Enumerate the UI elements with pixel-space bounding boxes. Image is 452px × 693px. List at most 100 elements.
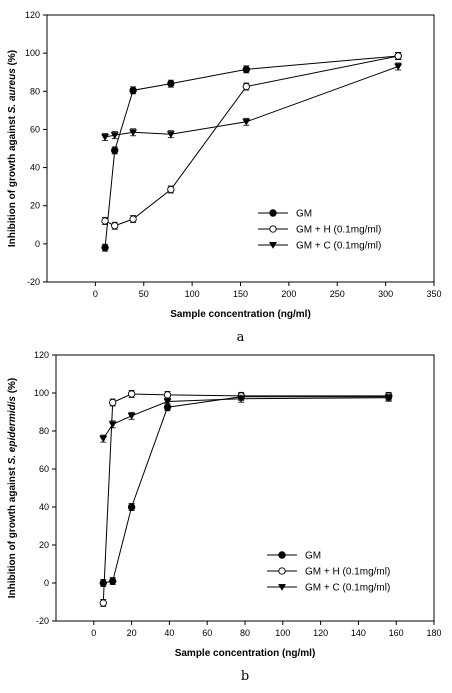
y-axis-title: Inhibition of growth against S. aureus (…: [7, 50, 18, 247]
series-line: [104, 66, 399, 138]
series-line: [104, 55, 399, 227]
series-2: [101, 52, 402, 230]
y-axis-title-part: (%): [7, 378, 18, 396]
data-point: [163, 391, 172, 399]
data-point: [111, 146, 119, 155]
data-point: [127, 503, 136, 511]
legend-label: GM: [305, 551, 321, 562]
data-point: [167, 79, 175, 88]
data-point: [237, 395, 246, 403]
legend-label: GM + H (0.1mg/ml): [296, 225, 381, 236]
legend: GM GM + H (0.1mg/ml) GM + C (0.1mg/ml): [267, 551, 390, 594]
data-point: [129, 86, 137, 95]
x-axis-title: Sample concentration (ng/ml): [175, 648, 316, 659]
data-point: [101, 243, 109, 252]
legend-marker: [277, 584, 287, 591]
x-tick-label: 150: [233, 289, 248, 299]
x-tick-label: 0: [91, 628, 96, 638]
x-tick-label: 100: [185, 289, 200, 299]
x-tick-label: 250: [330, 289, 345, 299]
data-point: [394, 52, 402, 60]
x-tick-label: 20: [127, 628, 137, 638]
x-tick-label: 100: [275, 628, 290, 638]
x-tick-label: 60: [202, 628, 212, 638]
data-point: [127, 412, 136, 420]
data-point: [129, 129, 138, 137]
chart-panel-a: -20 0 20 40 60 80 100 120 0 50 100 150 200 250 300 350 S…: [7, 10, 442, 345]
legend-marker: [269, 225, 277, 233]
data-point: [108, 421, 117, 429]
y-tick-label: -20: [27, 277, 40, 287]
y-axis-title-part: (%): [7, 50, 18, 68]
data-point: [242, 65, 251, 74]
legend-label: GM: [296, 209, 312, 220]
legend-label: GM + H (0.1mg/ml): [305, 567, 390, 578]
x-axis-title: Sample concentration (ng/ml): [170, 309, 311, 320]
panel-label: b: [241, 669, 249, 684]
x-tick-label: 180: [426, 628, 441, 638]
y-tick-label: 100: [34, 388, 49, 398]
y-tick-label: 120: [34, 350, 49, 360]
y-tick-label: 60: [39, 464, 49, 474]
data-point: [101, 217, 109, 225]
series-3: [99, 393, 393, 443]
x-tick-label: 350: [426, 289, 441, 299]
y-tick-label: 20: [39, 540, 49, 550]
panel-label: a: [237, 330, 245, 345]
y-tick-label: 40: [39, 502, 49, 512]
x-tick-label: 0: [93, 289, 98, 299]
y-tick-label: -20: [36, 616, 49, 626]
data-point: [167, 185, 175, 194]
data-point: [99, 435, 108, 443]
y-axis-title-part: S. aureus: [7, 68, 18, 113]
x-tick-label: 140: [351, 628, 366, 638]
x-tick-label: 120: [313, 628, 328, 638]
y-tick-label: 120: [25, 10, 40, 20]
legend: GM GM + H (0.1mg/ml) GM + C (0.1mg/ml): [258, 209, 381, 252]
data-point: [99, 579, 107, 587]
data-point: [384, 394, 393, 402]
data-point: [110, 132, 119, 140]
y-axis-title-part: Inhibition of growth against: [7, 113, 18, 247]
x-tick-label: 160: [389, 628, 404, 638]
data-point: [111, 222, 119, 230]
data-point: [242, 82, 250, 91]
x-tick-label: 40: [164, 628, 174, 638]
legend-marker: [278, 551, 286, 559]
data-point: [99, 599, 107, 607]
x-tick-label: 200: [281, 289, 296, 299]
y-tick-label: 20: [30, 201, 40, 211]
x-tick-label: 50: [139, 289, 149, 299]
legend-label: GM + C (0.1mg/ml): [305, 583, 390, 594]
y-tick-label: 0: [35, 239, 40, 249]
series-line: [102, 397, 389, 439]
y-tick-label: 60: [30, 124, 40, 134]
data-point: [242, 118, 251, 126]
y-tick-label: 100: [25, 48, 40, 58]
series-line: [102, 393, 389, 603]
y-tick-label: 80: [39, 426, 49, 436]
data-point: [101, 134, 110, 141]
y-axis-title-part: Inhibition of growth against: [7, 464, 18, 598]
data-point: [163, 398, 172, 406]
series-line: [103, 396, 389, 584]
y-tick-label: 0: [44, 578, 49, 588]
y-tick-label: 40: [30, 163, 40, 173]
y-axis-title: Inhibition of growth against S. epidermi…: [7, 378, 18, 599]
series-1: [101, 52, 402, 252]
series-1: [99, 392, 393, 587]
chart-panel-b: -20 0 20 40 60 80 100 120 0 20 40 60 80 100 120 140 160 1…: [7, 350, 442, 684]
x-tick-label: 300: [378, 289, 393, 299]
data-point: [129, 215, 137, 223]
data-point: [109, 398, 117, 407]
y-tick-label: 80: [30, 86, 40, 96]
legend-label: GM + C (0.1mg/ml): [296, 241, 381, 252]
legend-marker: [278, 567, 286, 575]
data-point: [394, 63, 403, 71]
series-line: [104, 55, 399, 248]
legend-marker: [269, 209, 277, 217]
data-point: [166, 131, 175, 139]
data-point: [109, 577, 117, 585]
